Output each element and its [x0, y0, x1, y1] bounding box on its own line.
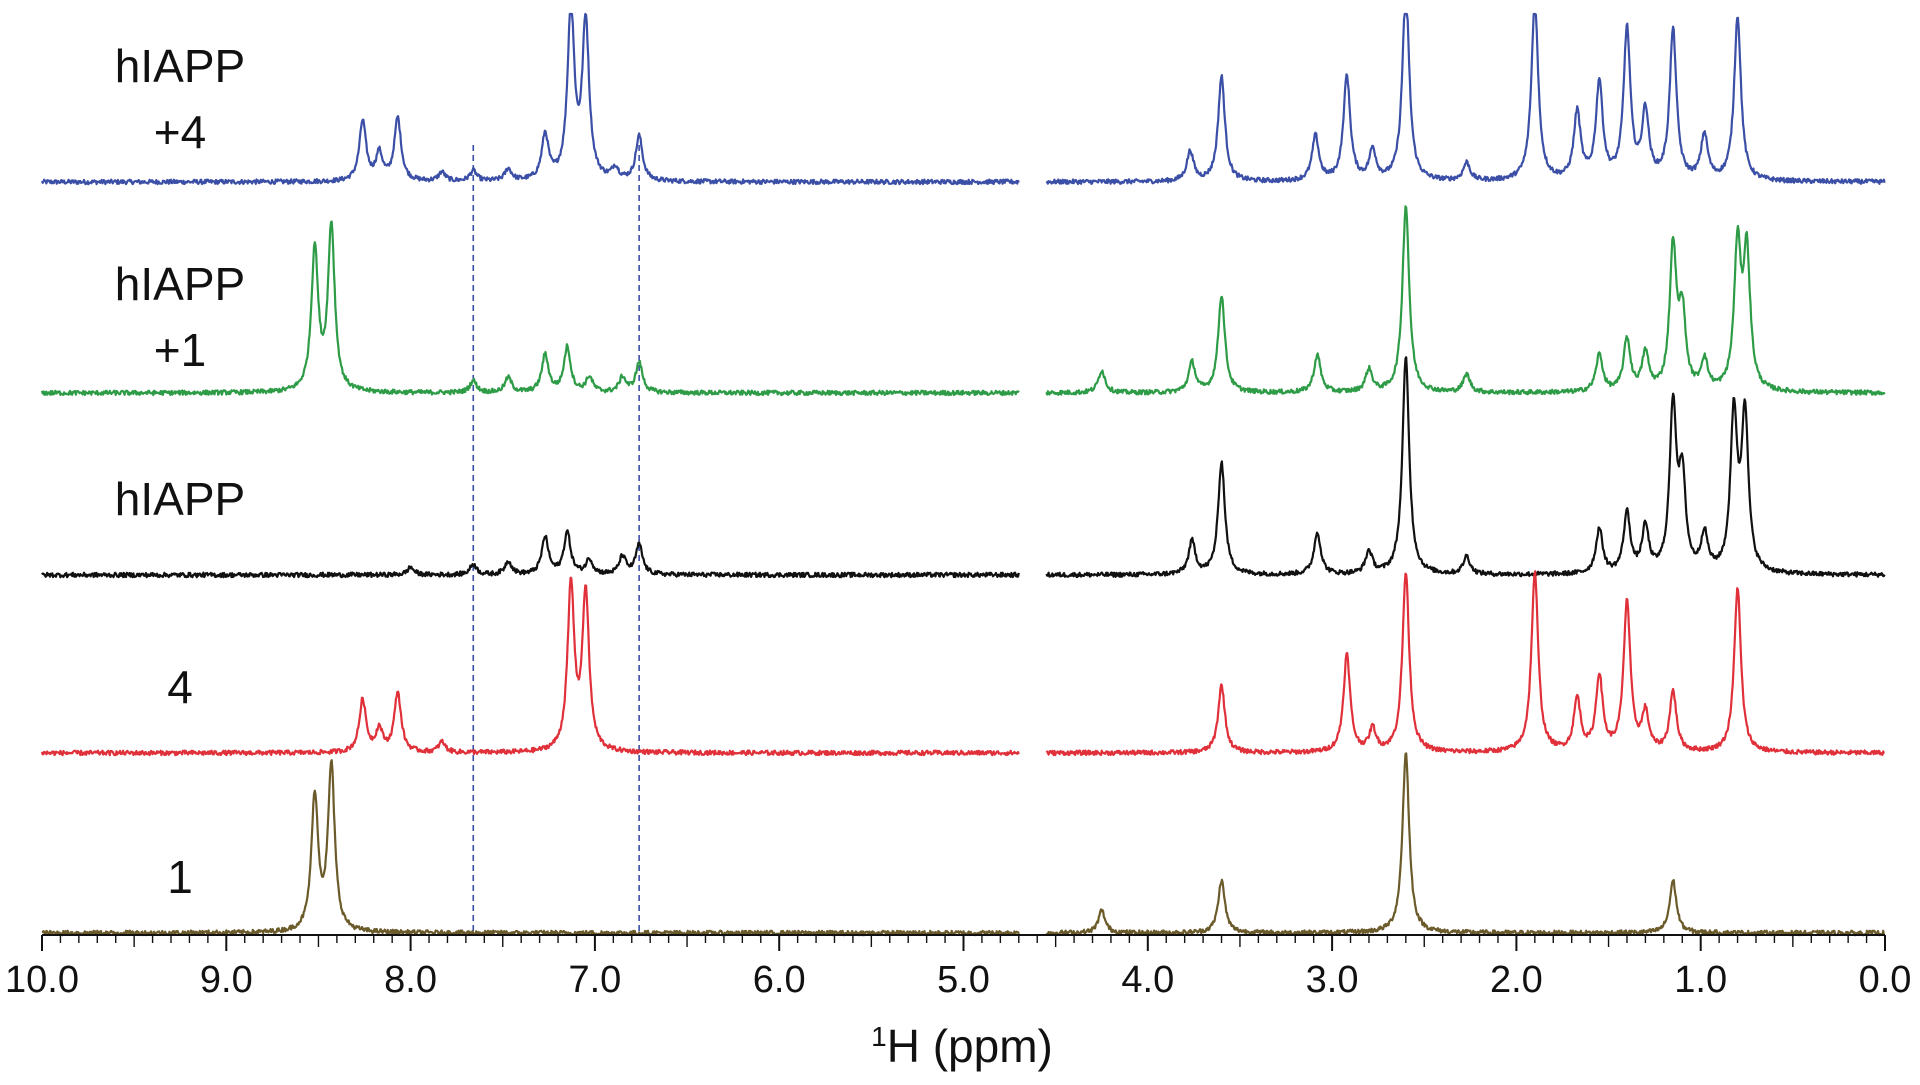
series-label-4-line-1: 4: [167, 661, 193, 713]
x-tick-label: 4.0: [1121, 959, 1174, 1001]
x-tick-label: 2.0: [1490, 959, 1543, 1001]
series-label-1-line-2: +4: [154, 106, 206, 158]
x-tick-label: 8.0: [384, 959, 437, 1001]
x-tick-label: 6.0: [753, 959, 806, 1001]
series-labels: hIAPP +4 hIAPP +1 hIAPP 4 1: [115, 40, 245, 903]
series-label-1-line-1: hIAPP: [115, 40, 245, 92]
x-axis-label: 1H (ppm): [871, 1020, 1053, 1072]
x-tick-label: 3.0: [1306, 959, 1359, 1001]
x-tick-label: 1.0: [1674, 959, 1727, 1001]
series-label-2-line-1: hIAPP: [115, 258, 245, 310]
x-axis: 10.0 9.0 8.0 7.0 6.0 5.0 4.0 3.0 2.0 1.0 0.0: [5, 934, 1912, 1001]
spectrum-traces: [40, 12, 1886, 937]
x-tick-label: 7.0: [568, 959, 621, 1001]
series-label-3-line-1: hIAPP: [115, 473, 245, 525]
x-axis-label-text: H (ppm): [887, 1020, 1053, 1072]
x-tick-label: 0.0: [1859, 959, 1912, 1001]
spectrum-trace-3-upfield: [1045, 356, 1886, 579]
x-tick-label: 9.0: [200, 959, 253, 1001]
spectrum-trace-4-downfield: [40, 576, 1020, 757]
reference-lines: [472, 145, 640, 932]
spectrum-trace-5-upfield: [1045, 752, 1885, 937]
spectrum-trace-2-upfield: [1045, 205, 1886, 396]
spectrum-trace-4-upfield: [1045, 570, 1885, 757]
series-label-5-line-1: 1: [167, 851, 193, 903]
spectrum-trace-5-downfield: [41, 759, 1020, 937]
series-label-2-line-2: +1: [154, 324, 206, 376]
x-tick-label: 5.0: [937, 959, 990, 1001]
spectrum-trace-2-downfield: [40, 220, 1020, 397]
spectrum-trace-1-upfield: [1045, 12, 1886, 186]
x-tick-label: 10.0: [5, 959, 79, 1001]
spectrum-trace-3-downfield: [41, 529, 1020, 579]
spectrum-trace-1-downfield: [40, 12, 1020, 186]
x-axis-label-superscript: 1: [871, 1021, 887, 1052]
